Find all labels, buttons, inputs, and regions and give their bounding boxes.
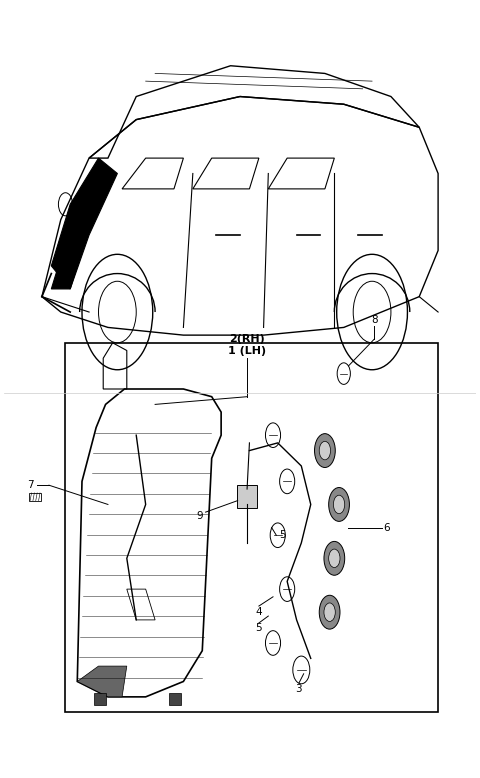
Circle shape bbox=[337, 363, 350, 384]
Circle shape bbox=[280, 469, 295, 494]
Text: 2(RH): 2(RH) bbox=[229, 334, 265, 344]
Text: 6: 6 bbox=[383, 523, 390, 532]
Circle shape bbox=[265, 423, 281, 447]
Text: 3: 3 bbox=[296, 684, 302, 694]
Bar bbox=[237, 485, 257, 508]
Text: 1 (LH): 1 (LH) bbox=[228, 345, 266, 356]
Text: 8: 8 bbox=[371, 315, 378, 324]
Text: 5: 5 bbox=[255, 622, 262, 633]
Circle shape bbox=[270, 523, 285, 548]
Text: 5: 5 bbox=[279, 531, 286, 540]
Text: 4: 4 bbox=[255, 607, 262, 617]
Circle shape bbox=[329, 549, 340, 568]
Bar bbox=[29, 493, 41, 500]
Circle shape bbox=[324, 541, 345, 575]
Circle shape bbox=[265, 631, 281, 655]
Circle shape bbox=[293, 656, 310, 684]
Bar bbox=[65, 343, 438, 713]
Circle shape bbox=[314, 433, 335, 468]
Polygon shape bbox=[51, 258, 80, 289]
Circle shape bbox=[280, 576, 295, 601]
Bar bbox=[94, 693, 106, 705]
Circle shape bbox=[334, 496, 345, 513]
Bar bbox=[169, 693, 181, 705]
Circle shape bbox=[324, 603, 335, 622]
Circle shape bbox=[319, 441, 331, 460]
Text: 7: 7 bbox=[27, 480, 34, 490]
Circle shape bbox=[329, 488, 349, 521]
Text: 9: 9 bbox=[197, 511, 203, 521]
Circle shape bbox=[319, 595, 340, 629]
Polygon shape bbox=[51, 158, 118, 289]
Polygon shape bbox=[77, 666, 127, 697]
